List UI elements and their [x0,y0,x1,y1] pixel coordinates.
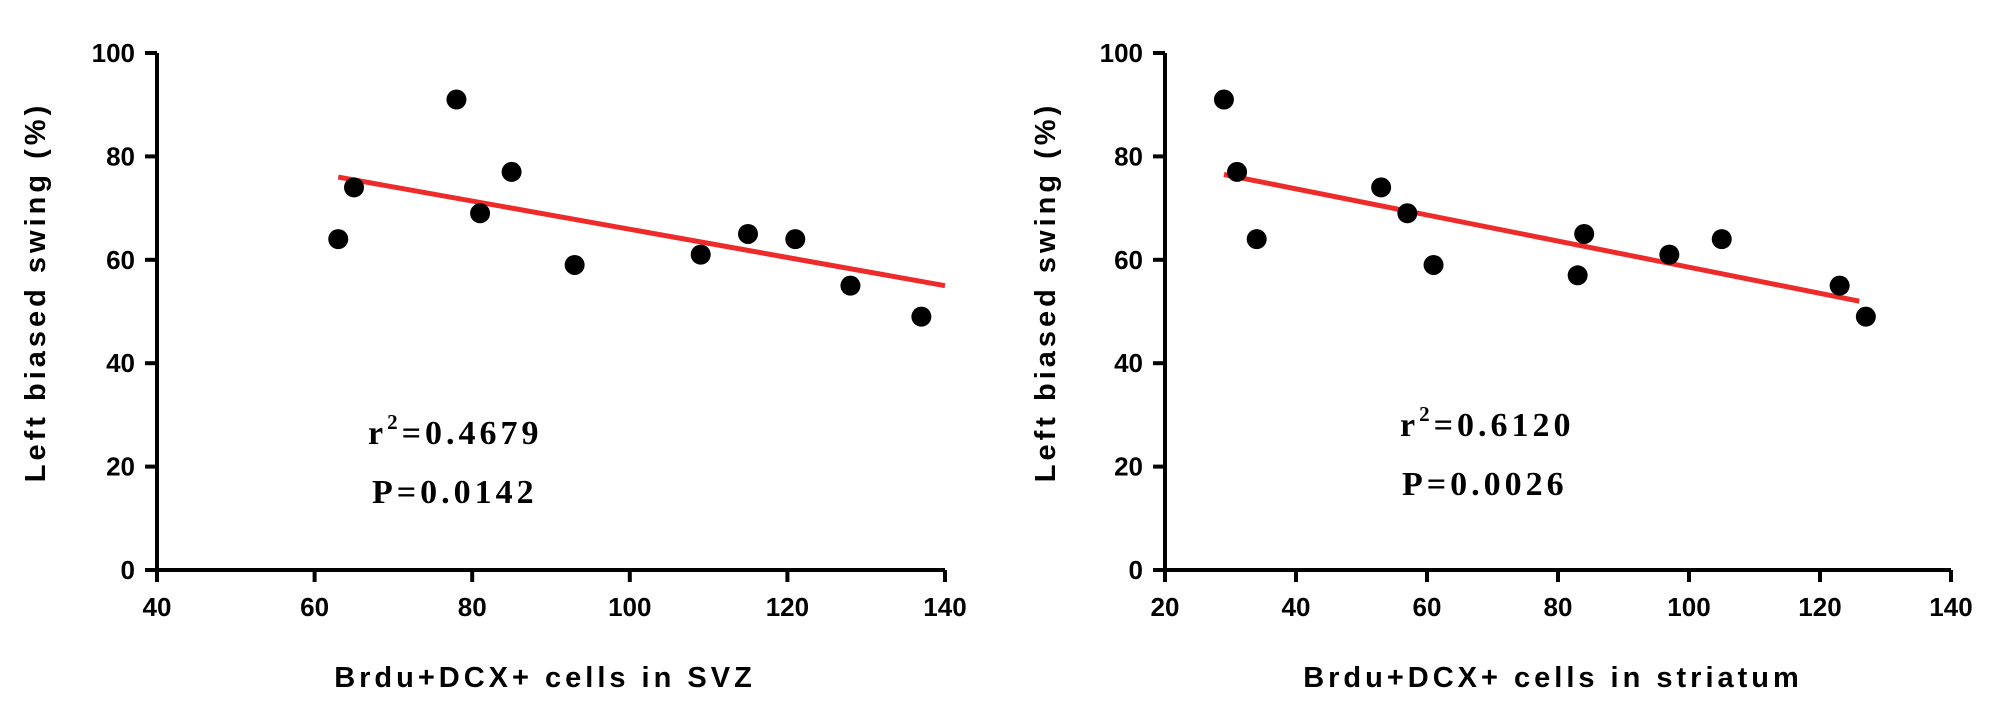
data-point [690,244,711,265]
regression-line [337,174,946,289]
x-tick-label: 60 [300,592,329,622]
x-axis-title-striatum: Brdu+DCX+ cells in striatum [1303,662,1803,694]
data-point [785,229,806,250]
data-point [1711,229,1732,250]
y-tick-label: 40 [1114,348,1143,378]
x-tick-label: 60 [1413,592,1442,622]
x-tick-label: 40 [143,592,172,622]
data-point [1246,229,1267,250]
r-squared-label-striatum: r2=0.6120 [1400,402,1574,444]
y-tick-label: 100 [1100,38,1143,68]
p-value-label-svz: P=0.0142 [372,474,538,511]
x-tick-label: 140 [1929,592,1972,622]
data-point [1227,161,1248,182]
data-point [1213,89,1234,110]
data-point [1855,306,1876,327]
x-tick-label: 80 [1544,592,1573,622]
data-point [911,306,932,327]
y-tick-label: 0 [121,555,135,585]
data-point [738,223,758,244]
data-point [446,89,467,110]
y-tick-label: 40 [106,348,135,378]
y-tick-label: 80 [106,141,135,171]
chart-svz: Left biased swing (%) Brdu+DCX+ cells in… [20,102,756,694]
plot-area-svz: 0 20 40 60 80 100 40 60 80 100 120 140 [92,38,967,622]
data-point [1659,244,1680,265]
data-point [501,161,522,182]
plot-area-striatum: 0 20 40 60 80 100 20 40 60 80 100 120 140 [1100,38,1973,622]
regression-line [1223,172,1860,304]
x-tick-label: 40 [1282,592,1311,622]
data-point [328,229,349,250]
chart-striatum: Left biased swing (%) Brdu+DCX+ cells in… [1030,102,1803,694]
data-point [1829,275,1850,296]
y-tick-label: 100 [92,38,135,68]
y-tick-label: 60 [1114,245,1143,275]
x-tick-label: 20 [1151,592,1180,622]
p-value-label-striatum: P=0.0026 [1402,466,1568,503]
x-tick-label: 120 [1798,592,1841,622]
x-tick-label: 120 [766,592,809,622]
x-tick-label: 80 [458,592,487,622]
y-axis-title-striatum: Left biased swing (%) [1030,102,1062,482]
data-point [470,203,491,224]
x-axis-title-svz: Brdu+DCX+ cells in SVZ [334,662,756,694]
x-tick-label: 100 [608,592,651,622]
y-axis-title-svz: Left biased swing (%) [20,102,52,482]
y-tick-label: 0 [1129,555,1143,585]
x-tick-label: 100 [1667,592,1710,622]
r-squared-label-svz: r2=0.4679 [368,410,542,452]
y-tick-label: 80 [1114,141,1143,171]
data-point [1371,177,1392,198]
data-point [840,275,861,296]
x-tick-label: 140 [923,592,966,622]
y-tick-label: 20 [1114,452,1143,482]
data-point [564,254,585,275]
data-point [1567,265,1588,286]
data-point [1397,203,1418,224]
data-point [1574,223,1595,244]
data-point [1423,254,1444,275]
y-tick-label: 60 [106,245,135,275]
y-tick-label: 20 [106,452,135,482]
data-point [344,177,364,198]
